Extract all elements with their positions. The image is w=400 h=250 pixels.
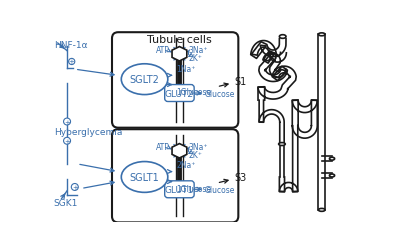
Text: 2Na⁺: 2Na⁺ [176,160,196,170]
Ellipse shape [330,158,334,160]
Text: 1Na⁺: 1Na⁺ [176,65,196,74]
Ellipse shape [64,118,70,126]
Text: 1Glucose: 1Glucose [176,184,212,193]
Ellipse shape [71,184,78,191]
Polygon shape [172,144,187,158]
Text: SGK1: SGK1 [54,198,78,207]
Ellipse shape [121,162,168,192]
Text: HNF-1α: HNF-1α [54,41,88,50]
Ellipse shape [330,174,334,177]
Ellipse shape [318,208,325,212]
FancyBboxPatch shape [112,130,238,222]
FancyBboxPatch shape [165,181,194,198]
Polygon shape [172,47,187,62]
Text: 2K⁺: 2K⁺ [189,150,202,160]
Text: SGLT2: SGLT2 [130,75,160,85]
Ellipse shape [121,64,168,95]
Ellipse shape [64,138,70,145]
Text: S3: S3 [234,172,247,182]
Text: +: + [72,184,78,190]
FancyBboxPatch shape [165,85,194,102]
Text: ATP: ATP [156,46,169,55]
Ellipse shape [69,59,75,65]
Text: SGLT1: SGLT1 [130,172,160,182]
Text: 1Glucose: 1Glucose [176,88,212,96]
Text: 2K⁺: 2K⁺ [189,54,202,63]
Text: Glucose: Glucose [205,89,235,98]
Ellipse shape [279,143,285,146]
Ellipse shape [279,36,286,39]
Text: +: + [64,119,70,125]
FancyBboxPatch shape [112,33,238,128]
Text: GLUT2: GLUT2 [165,89,194,98]
Text: Tubule cells: Tubule cells [147,34,212,44]
Text: 3Na⁺: 3Na⁺ [189,46,208,55]
Text: S1: S1 [234,77,247,87]
Ellipse shape [318,34,325,37]
Text: Hyperglycemia: Hyperglycemia [54,128,122,136]
Text: +: + [64,138,70,144]
Text: Glucose: Glucose [205,185,235,194]
Text: ATP: ATP [156,143,169,152]
Text: GLUT1: GLUT1 [165,185,194,194]
Text: +: + [69,59,75,65]
Text: 3Na⁺: 3Na⁺ [189,143,208,152]
